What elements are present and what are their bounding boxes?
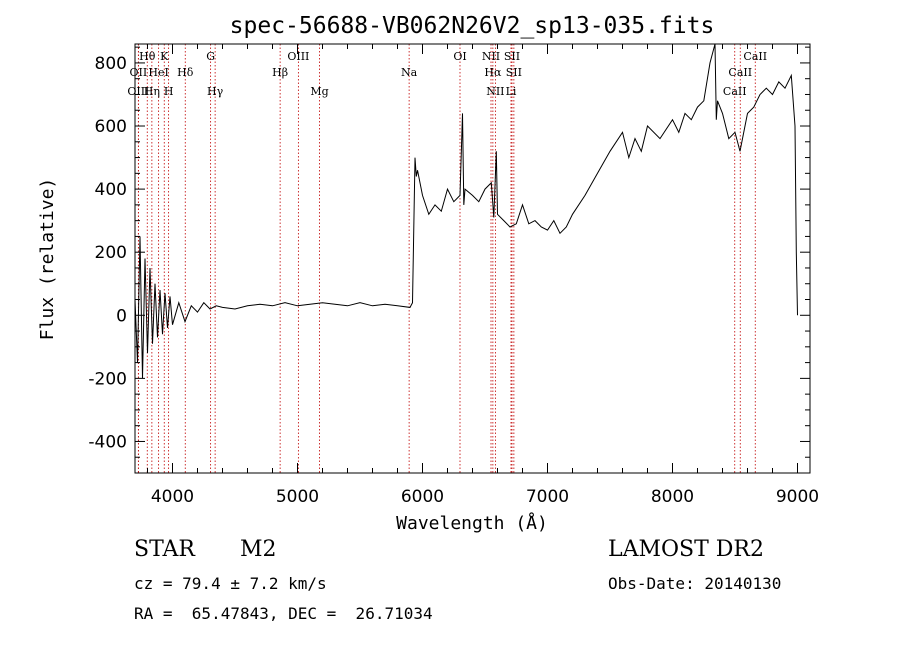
spectral-line-label: CaII <box>728 66 752 79</box>
x-axis-label: Wavelength (Å) <box>396 512 548 534</box>
spectral-line-label: HeI <box>148 66 168 79</box>
spectral-line-label: H <box>164 85 174 98</box>
spectral-line-label: NII <box>482 50 500 63</box>
spectral-line-label: SII <box>504 50 520 63</box>
x-tick-label: 9000 <box>776 487 819 507</box>
spectral-line-label: OII <box>130 66 148 79</box>
y-axis-ticks: -400 -200 0 200 400 600 800 <box>88 46 810 474</box>
y-tick-label: -400 <box>88 432 127 452</box>
spectral-line-label: Na <box>401 66 418 79</box>
spectral-line-label: NII <box>486 85 504 98</box>
chart-title: spec-56688-VB062N26V2_sp13-035.fits <box>230 13 715 39</box>
spectral-line-label: Hη <box>144 85 160 98</box>
spectral-line-label: OIII <box>287 50 309 63</box>
x-tick-label: 8000 <box>651 487 694 507</box>
spectral-line-label: Hδ <box>177 66 194 79</box>
spectral-line-label: CaII <box>743 50 767 63</box>
spectral-line-label: OI <box>453 50 466 63</box>
x-tick-label: 5000 <box>276 487 319 507</box>
spectral-line-label: SII <box>506 66 522 79</box>
y-tick-label: -200 <box>88 369 127 389</box>
y-axis-label: Flux (relative) <box>37 178 58 341</box>
spectral-line-label: Li <box>506 85 517 98</box>
y-tick-label: 0 <box>116 306 127 326</box>
object-subclass: M2 <box>240 537 277 562</box>
y-tick-label: 200 <box>95 243 127 263</box>
y-tick-label: 600 <box>95 117 127 137</box>
spectral-line-label: Hβ <box>272 66 288 79</box>
spectral-line-label: CaII <box>723 85 747 98</box>
object-class: STAR <box>134 537 195 562</box>
coordinates: RA = 65.47843, DEC = 26.71034 <box>134 604 433 623</box>
y-tick-label: 800 <box>95 54 127 74</box>
y-tick-label: 400 <box>95 180 127 200</box>
spectral-line-label: Hθ <box>139 50 156 63</box>
x-tick-label: 4000 <box>151 487 194 507</box>
survey-name: LAMOST DR2 <box>608 537 764 562</box>
spectral-line-label: OIII <box>127 85 149 98</box>
spectral-line-label: Hα <box>484 66 502 79</box>
spectral-line-label: Mg <box>310 85 328 98</box>
spectrum-series <box>134 43 798 379</box>
redshift-readout: cz = 79.4 ± 7.2 km/s <box>134 574 327 593</box>
spectral-line-label: K <box>160 50 169 63</box>
x-tick-label: 7000 <box>526 487 569 507</box>
spectral-line-label: G <box>206 50 215 63</box>
spectral-line-label: Hγ <box>207 85 224 98</box>
line-markers <box>137 44 756 473</box>
plot-frame <box>134 43 811 474</box>
x-tick-label: 6000 <box>401 487 444 507</box>
obs-date: Obs-Date: 20140130 <box>608 574 782 593</box>
x-axis-ticks: 4000 5000 6000 7000 8000 9000 <box>147 44 819 507</box>
